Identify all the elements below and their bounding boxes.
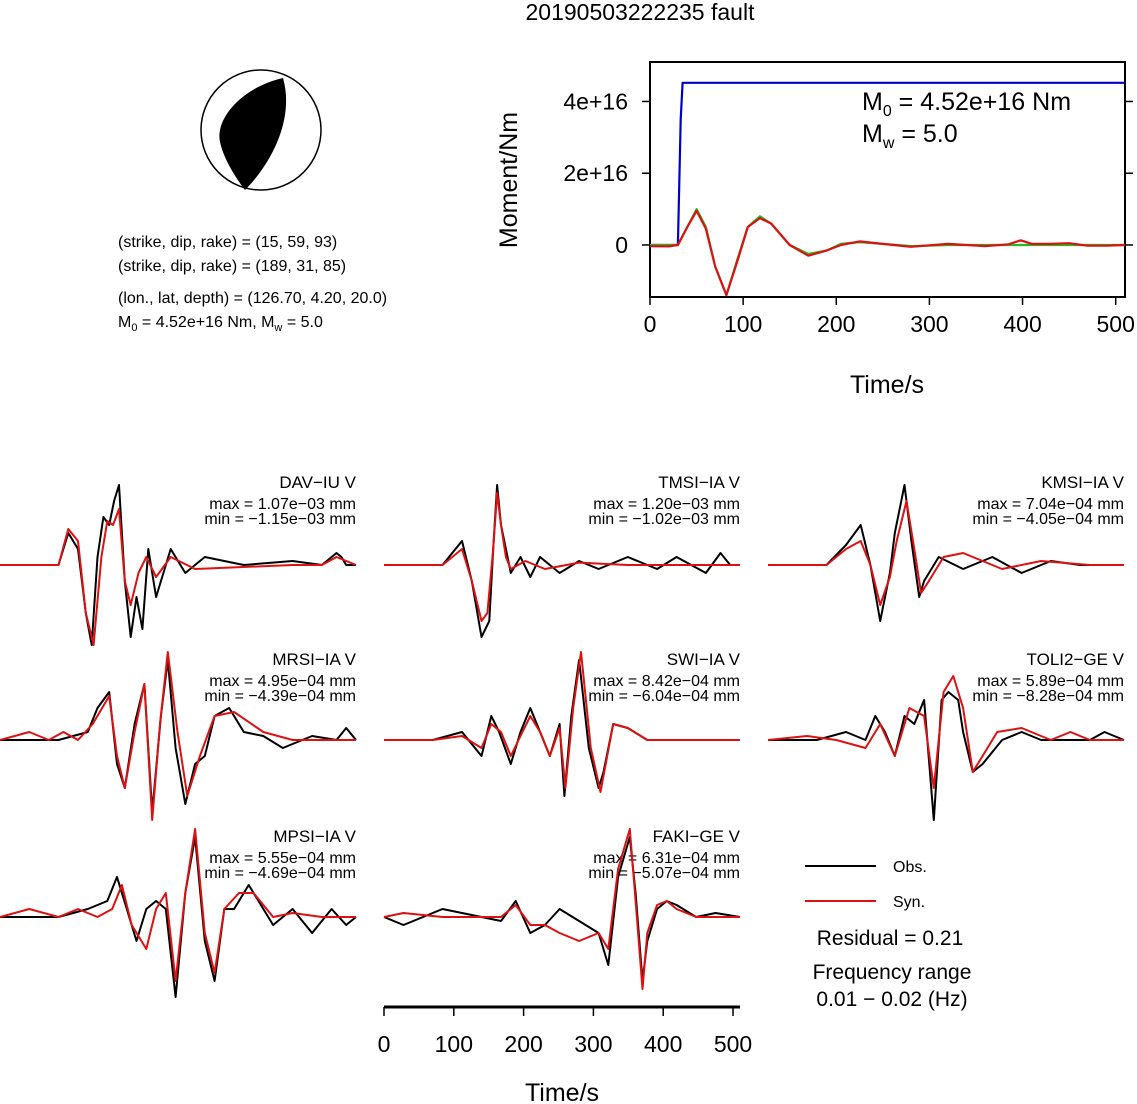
moment-annotation-m0: M0 = 4.52e+16 Nm: [862, 88, 1071, 120]
waveform-xtick-label: 100: [435, 1031, 473, 1057]
station-max: max = 1.07e−03 mm: [209, 496, 356, 513]
waveform-xtick-label: 500: [714, 1031, 752, 1057]
mechanism-location: (lon., lat, depth) = (126.70, 4.20, 20.0…: [118, 290, 387, 307]
obs-trace: [768, 691, 1125, 821]
syn-trace: [0, 828, 356, 982]
beachball-icon: [200, 69, 322, 191]
station-min: min = −4.69e−04 mm: [204, 865, 356, 882]
moment-value: = 4.52e+16 Nm, M: [137, 314, 274, 331]
frequency-range-title: Frequency range: [813, 961, 972, 984]
legend-obs-label: Obs.: [893, 859, 927, 876]
moment-chart: 0 100 200 300 400 500 0 2e+16 4e+16 M0 = 4.52e+1…: [495, 61, 1135, 399]
moment-series: [649, 81, 1126, 297]
moment-ytick-label: 0: [615, 232, 628, 258]
obs-trace: [383, 836, 741, 982]
station-name: TMSI−IA V: [658, 473, 740, 492]
station-name: FAKI−GE V: [653, 827, 741, 846]
station-name: MRSI−IA V: [272, 650, 356, 669]
station-name: KMSI−IA V: [1041, 473, 1124, 492]
station-min: min = −6.04e−04 mm: [588, 688, 740, 705]
station-max: max = 6.31e−04 mm: [593, 850, 740, 867]
syn-trace: [767, 675, 1124, 789]
residual-label: Residual = 0.21: [817, 927, 964, 950]
frequency-range-value: 0.01 − 0.02 (Hz): [816, 988, 967, 1011]
moment-axes: 0 100 200 300 400 500 0 2e+16 4e+16: [563, 88, 1134, 337]
mag-value: = 5.0: [282, 314, 323, 331]
station-name: SWI−IA V: [667, 650, 741, 669]
moment-sub: 0: [131, 322, 137, 334]
waveform-xtick-label: 0: [378, 1031, 391, 1057]
station-max: max = 8.42e−04 mm: [593, 673, 740, 690]
moment-plot-frame: [649, 61, 1126, 298]
mechanism-plane2: (strike, dip, rake) = (189, 31, 85): [118, 258, 346, 275]
moment-xtick-label: 400: [1003, 311, 1041, 337]
syn-trace: [383, 828, 740, 990]
waveform-xtick-label: 300: [574, 1031, 612, 1057]
station-name: TOLI2−GE V: [1027, 650, 1125, 669]
station-max: max = 7.04e−04 mm: [977, 496, 1124, 513]
station-min: min = −1.02e−03 mm: [588, 511, 740, 528]
syn-trace: [0, 508, 357, 646]
moment-xtick-label: 200: [817, 311, 855, 337]
station-name: MPSI−IA V: [273, 827, 356, 846]
mag-sub: w: [273, 322, 282, 334]
moment-ytick-label: 2e+16: [563, 160, 628, 186]
moment-xtick-label: 500: [1096, 311, 1134, 337]
syn-trace: [384, 651, 740, 793]
moment-xtick-label: 0: [644, 311, 657, 337]
waveform-time-axis: 0 100 200 300 400 500: [378, 1005, 752, 1057]
syn-trace: [768, 500, 1124, 606]
station-max: max = 1.20e−03 mm: [593, 496, 740, 513]
station-name: DAV−IU V: [279, 473, 356, 492]
station-min: min = −5.07e−04 mm: [588, 865, 740, 882]
waveform-xlabel: Time/s: [525, 1079, 599, 1104]
moment-xlabel: Time/s: [850, 371, 924, 399]
station-min: min = −4.39e−04 mm: [204, 688, 356, 705]
moment-annotation-mw: Mw = 5.0: [862, 120, 958, 152]
moment-xtick-label: 300: [910, 311, 948, 337]
mechanism-plane1: (strike, dip, rake) = (15, 59, 93): [118, 234, 337, 251]
moment-xtick-label: 100: [724, 311, 762, 337]
moment-ytick-label: 4e+16: [563, 88, 628, 114]
moment-series-red-line: [649, 209, 1126, 297]
station-max: max = 5.55e−04 mm: [209, 850, 356, 867]
figure-title: 20190503222235 fault: [526, 0, 756, 25]
waveform-xtick-label: 400: [644, 1031, 682, 1057]
obs-trace: [768, 484, 1124, 622]
moment-prefix: M: [118, 314, 131, 331]
station-min: min = −4.05e−04 mm: [972, 511, 1124, 528]
syn-trace: [384, 492, 740, 622]
moment-ylabel: Moment/Nm: [495, 112, 523, 248]
station-max: max = 4.95e−04 mm: [209, 673, 356, 690]
waveform-xtick-label: 200: [504, 1031, 542, 1057]
station-min: min = −8.28e−04 mm: [972, 688, 1124, 705]
station-min: min = −1.15e−03 mm: [204, 511, 356, 528]
station-max: max = 5.89e−04 mm: [977, 673, 1124, 690]
legend-syn-label: Syn.: [893, 894, 925, 911]
obs-trace: [0, 659, 357, 813]
mechanism-moment: M0 = 4.52e+16 Nm, Mw = 5.0: [118, 314, 323, 334]
obs-trace: [384, 484, 740, 638]
syn-trace: [0, 651, 356, 821]
legend: Obs. Syn.: [805, 859, 927, 911]
